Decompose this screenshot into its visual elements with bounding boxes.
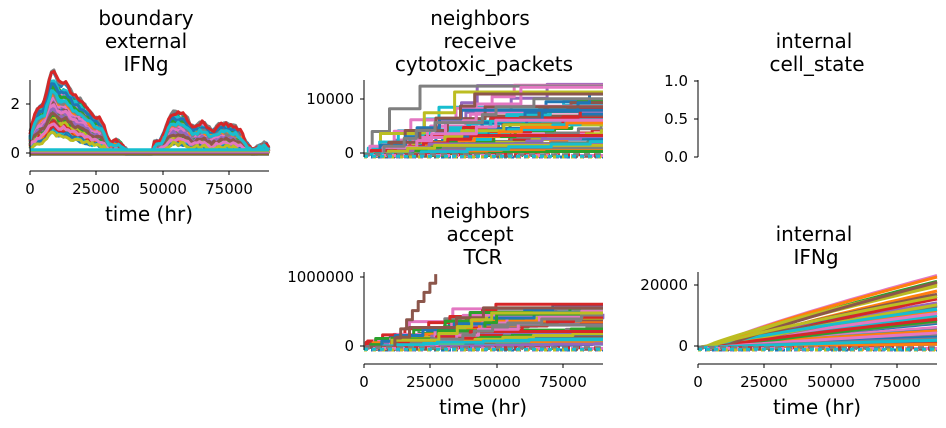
- y-ticks: 20000 0: [640, 276, 698, 355]
- title-line-2: accept: [446, 222, 513, 246]
- x-ticks: 0 25000 50000 75000: [25, 171, 253, 198]
- panel-internal-ifng: internal IFNg 20000 0 0 25000 50000 7500…: [640, 222, 938, 419]
- x-ticks: 0 25000 50000 75000: [359, 364, 587, 391]
- y-tick-label: 0: [678, 337, 688, 355]
- x-tick-label: 25000: [72, 180, 120, 198]
- x-axis-label: time (hr): [105, 202, 193, 226]
- title-line-3: cytotoxic_packets: [395, 52, 573, 76]
- x-tick-label: 0: [693, 373, 703, 391]
- panel-cell-state: internal cell_state 1.0 0.5 0.0: [664, 29, 864, 166]
- x-tick-label: 50000: [473, 373, 521, 391]
- panel-cytotoxic-packets: neighbors receive cytotoxic_packets 1000…: [306, 6, 603, 162]
- title-line-3: TCR: [463, 245, 503, 269]
- y-ticks: 10000 0: [306, 90, 364, 162]
- series-line: [698, 317, 938, 349]
- y-tick-label: 0: [10, 144, 20, 162]
- x-tick-label: 75000: [539, 373, 587, 391]
- panel-boundary-ifng: boundary external IFNg 2 0 0 25000 50000…: [10, 6, 271, 226]
- y-tick-label: 1.0: [664, 72, 688, 90]
- title-line-1: neighbors: [430, 199, 529, 223]
- series-line: [698, 280, 938, 349]
- y-ticks: 2 0: [10, 95, 30, 162]
- y-tick-label: 20000: [640, 276, 688, 294]
- x-tick-label: 75000: [873, 373, 921, 391]
- series-line: [364, 134, 603, 156]
- series-line: [698, 338, 938, 349]
- x-ticks: 0 25000 50000 75000: [693, 364, 921, 391]
- x-axis-label: time (hr): [439, 395, 527, 419]
- title-line-1: internal: [776, 29, 853, 53]
- title-line-1: boundary: [98, 6, 193, 30]
- x-tick-label: 25000: [406, 373, 454, 391]
- y-tick-label: 10000: [306, 90, 354, 108]
- series-line: [364, 311, 603, 349]
- x-tick-label: 75000: [205, 180, 253, 198]
- title-line-3: IFNg: [123, 52, 168, 76]
- x-tick-label: 50000: [139, 180, 187, 198]
- plot-area: [363, 82, 603, 159]
- y-tick-label: 2: [10, 95, 20, 113]
- panel-accept-tcr: neighbors accept TCR 1000000 0 0 25000 5…: [287, 199, 605, 419]
- series-line: [364, 140, 603, 156]
- series-line: [364, 97, 603, 156]
- outlier-series-line: [364, 274, 438, 349]
- series-line: [698, 295, 938, 349]
- plot-area: [364, 274, 605, 352]
- series-line: [364, 306, 603, 349]
- title-line-1: neighbors: [430, 6, 529, 30]
- title-line-1: internal: [776, 222, 853, 246]
- y-tick-label: 0.0: [664, 148, 688, 166]
- plot-area: [697, 274, 938, 352]
- title-line-2: IFNg: [793, 245, 838, 269]
- x-axis-label: time (hr): [773, 395, 861, 419]
- x-tick-label: 25000: [740, 373, 788, 391]
- title-line-2: receive: [443, 29, 516, 53]
- y-ticks: 1000000 0: [287, 268, 364, 355]
- y-tick-label: 0: [344, 144, 354, 162]
- y-tick-label: 1000000: [287, 268, 354, 286]
- y-tick-label: 0: [344, 337, 354, 355]
- plot-area: [28, 68, 271, 156]
- y-ticks: 1.0 0.5 0.0: [664, 72, 698, 166]
- title-line-2: external: [105, 29, 187, 53]
- title-line-2: cell_state: [769, 52, 864, 76]
- y-tick-label: 0.5: [664, 110, 688, 128]
- x-tick-label: 0: [25, 180, 35, 198]
- x-tick-label: 50000: [807, 373, 855, 391]
- x-tick-label: 0: [359, 373, 369, 391]
